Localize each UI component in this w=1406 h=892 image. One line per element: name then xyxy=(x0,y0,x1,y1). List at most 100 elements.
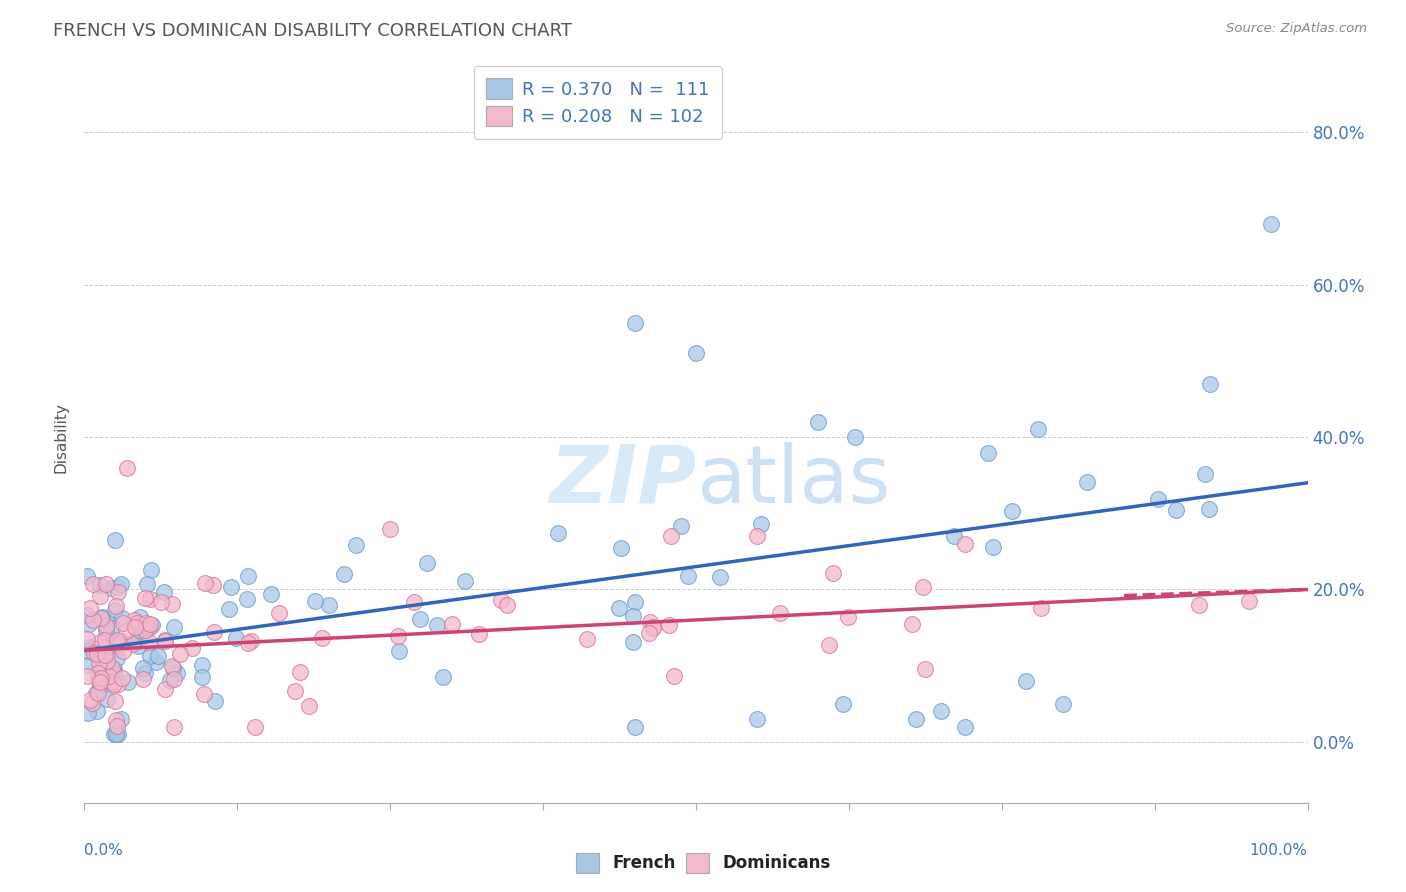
Point xyxy=(219,580,242,594)
Point xyxy=(267,607,290,621)
Point xyxy=(769,606,792,620)
Point xyxy=(145,655,167,669)
Point xyxy=(83,646,105,660)
Point xyxy=(298,699,321,714)
Point xyxy=(1076,475,1098,490)
Point xyxy=(641,620,664,634)
Point xyxy=(163,672,186,686)
Point xyxy=(77,706,100,720)
Point xyxy=(169,647,191,661)
Text: FRENCH VS DOMINICAN DISABILITY CORRELATION CHART: FRENCH VS DOMINICAN DISABILITY CORRELATI… xyxy=(53,22,572,40)
Text: Source: ZipAtlas.com: Source: ZipAtlas.com xyxy=(1226,22,1367,36)
Point xyxy=(380,521,402,535)
Point xyxy=(104,713,127,727)
Point xyxy=(89,578,111,592)
Point xyxy=(89,590,111,604)
Point xyxy=(111,615,134,630)
Point xyxy=(86,646,108,660)
Point xyxy=(181,640,204,655)
Point xyxy=(1015,673,1038,688)
Point xyxy=(105,719,128,733)
Point xyxy=(89,675,111,690)
Point xyxy=(135,577,157,591)
Point xyxy=(148,649,170,664)
Point xyxy=(658,618,681,632)
Point xyxy=(817,638,839,652)
Point xyxy=(942,529,965,543)
Point xyxy=(103,727,125,741)
Point xyxy=(1164,502,1187,516)
Legend: French, Dominicans: French, Dominicans xyxy=(569,847,837,880)
Point xyxy=(441,617,464,632)
Point xyxy=(638,615,661,629)
Point xyxy=(844,430,866,444)
Point xyxy=(104,602,127,616)
Point xyxy=(153,681,176,696)
Point xyxy=(136,620,159,634)
Point xyxy=(609,601,631,615)
Point xyxy=(87,657,110,671)
Point xyxy=(139,617,162,632)
Point xyxy=(238,569,260,583)
Point xyxy=(86,647,108,661)
Point xyxy=(76,608,98,623)
Point xyxy=(117,674,139,689)
Point xyxy=(79,600,101,615)
Point xyxy=(387,629,409,643)
Point xyxy=(1198,502,1220,516)
Point xyxy=(977,446,1000,460)
Point xyxy=(82,696,104,710)
Point xyxy=(201,578,224,592)
Point xyxy=(107,727,129,741)
Point xyxy=(134,665,156,680)
Point xyxy=(193,688,215,702)
Point xyxy=(103,665,125,680)
Point xyxy=(104,533,127,548)
Point xyxy=(115,460,138,475)
Point xyxy=(96,639,118,653)
Point xyxy=(101,660,124,674)
Point xyxy=(83,641,105,656)
Point xyxy=(139,592,162,607)
Point xyxy=(86,665,108,680)
Point xyxy=(125,616,148,631)
Point xyxy=(1239,593,1261,607)
Point xyxy=(108,637,131,651)
Point xyxy=(107,580,129,594)
Point xyxy=(547,525,569,540)
Point xyxy=(284,684,307,698)
Point xyxy=(94,576,117,591)
Point xyxy=(333,567,356,582)
Point xyxy=(139,563,162,577)
Point xyxy=(129,625,152,640)
Point xyxy=(103,676,125,690)
Point xyxy=(747,529,769,543)
Point xyxy=(105,633,128,648)
Point xyxy=(98,668,121,682)
Y-axis label: Disability: Disability xyxy=(53,401,69,473)
Point xyxy=(100,581,122,595)
Point xyxy=(84,685,107,699)
Point xyxy=(432,671,454,685)
Point xyxy=(100,621,122,635)
Point xyxy=(153,633,176,648)
Point xyxy=(111,611,134,625)
Point xyxy=(77,657,100,672)
Point xyxy=(235,591,257,606)
Point xyxy=(160,597,183,611)
Point xyxy=(87,686,110,700)
Point xyxy=(135,616,157,631)
Point xyxy=(643,621,665,635)
Point xyxy=(96,642,118,657)
Point xyxy=(139,649,162,664)
Legend: R = 0.370   N =  111, R = 0.208   N = 102: R = 0.370 N = 111, R = 0.208 N = 102 xyxy=(474,66,723,139)
Point xyxy=(747,712,769,726)
Point xyxy=(204,694,226,708)
Point xyxy=(624,595,647,609)
Point xyxy=(94,618,117,632)
Point xyxy=(153,584,176,599)
Point xyxy=(110,633,132,648)
Point xyxy=(150,595,173,609)
Point xyxy=(807,415,830,429)
Point xyxy=(1198,376,1220,391)
